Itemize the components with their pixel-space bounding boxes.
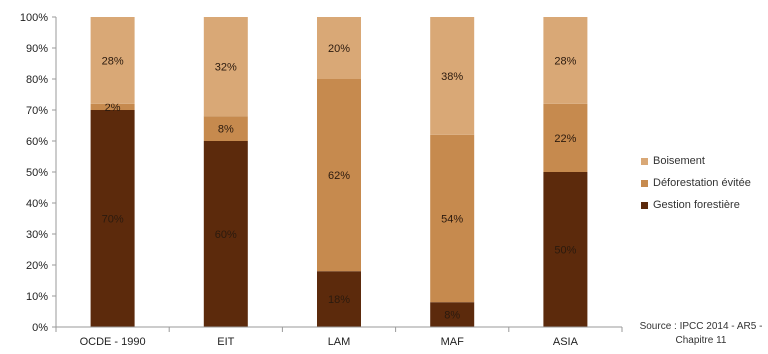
- bar-segment: [90, 103, 135, 110]
- legend-item-boisement: Boisement: [641, 150, 751, 172]
- legend-label-deforestation-evitee: Déforestation évitée: [653, 177, 751, 189]
- bar-value-label: 70%: [102, 214, 124, 226]
- y-tick-label: 70%: [26, 105, 48, 117]
- bar-value-label: 18%: [328, 294, 350, 306]
- bar-value-label: 28%: [554, 55, 576, 67]
- x-tick-label: OCDE - 1990: [80, 336, 146, 348]
- bar-segment: [543, 172, 588, 327]
- bars: 70% 2% 28% 60% 8% 32% 18% 62% 20% 8% 54% 38% 50% 22% 2…: [90, 17, 588, 327]
- x-tick-label: EIT: [217, 336, 234, 348]
- bar-segment: [203, 116, 248, 141]
- legend-label-gestion-forestiere: Gestion forestière: [653, 199, 740, 211]
- x-axis: OCDE - 1990 EIT LAM MAF ASIA: [55, 326, 623, 348]
- bar-value-label: 28%: [102, 55, 124, 67]
- bar-segment: [317, 17, 361, 79]
- legend-swatch-deforestation-evitee: [641, 179, 648, 187]
- bar-segment: [317, 79, 361, 272]
- legend-item-gestion-forestiere: Gestion forestière: [641, 194, 751, 216]
- bar-value-label: 32%: [215, 62, 237, 74]
- y-tick-label: 10%: [26, 291, 48, 303]
- y-tick-label: 40%: [26, 198, 48, 210]
- bar-segment: [430, 302, 475, 327]
- source-line-2: Chapitre 11: [675, 335, 727, 346]
- y-tick-label: 90%: [26, 43, 48, 55]
- bar-segment: [543, 17, 588, 104]
- y-tick-label: 80%: [26, 74, 48, 86]
- bar-segment: [430, 17, 475, 135]
- bar-segment: [203, 141, 248, 327]
- x-tick-label: LAM: [328, 336, 351, 348]
- legend-swatch-boisement: [641, 157, 648, 165]
- bar-segment: [90, 17, 135, 104]
- x-tick-label: ASIA: [553, 336, 579, 348]
- y-tick-label: 100%: [20, 12, 48, 24]
- bar-segment: [317, 271, 361, 327]
- source-line-1: Source : IPCC 2014 - AR5 -: [639, 321, 763, 332]
- bar-segment: [430, 134, 475, 303]
- bar-value-label: 22%: [554, 133, 576, 145]
- x-tick-label: MAF: [441, 336, 465, 348]
- y-tick-label: 20%: [26, 260, 48, 272]
- bar-value-label: 50%: [554, 245, 576, 257]
- legend-swatch-gestion-forestiere: [641, 201, 648, 209]
- bar-value-label: 8%: [444, 310, 460, 322]
- bar-value-label: 20%: [328, 43, 350, 55]
- y-tick-label: 50%: [26, 167, 48, 179]
- bar-segment: [543, 103, 588, 172]
- y-tick-label: 60%: [26, 136, 48, 148]
- legend-item-deforestation-evitee: Déforestation évitée: [641, 172, 751, 194]
- legend: Boisement Déforestation évitée Gestion f…: [641, 150, 751, 216]
- source-note: Source : IPCC 2014 - AR5 - Chapitre 11: [634, 320, 768, 348]
- bar-value-label: 38%: [441, 71, 463, 83]
- bar-value-label: 8%: [218, 124, 234, 136]
- bar-segment: [203, 17, 248, 117]
- bar-value-label: 62%: [328, 170, 350, 182]
- bar-value-label: 54%: [441, 214, 463, 226]
- legend-label-boisement: Boisement: [653, 155, 705, 167]
- bar-value-label: 2%: [105, 102, 121, 114]
- bar-segment: [90, 110, 135, 327]
- y-tick-label: 0%: [32, 322, 48, 334]
- y-tick-label: 30%: [26, 229, 48, 241]
- y-axis: 0% 10% 20% 30% 40% 50% 60% 70% 80% 90% 100%: [20, 12, 57, 334]
- bar-value-label: 60%: [215, 229, 237, 241]
